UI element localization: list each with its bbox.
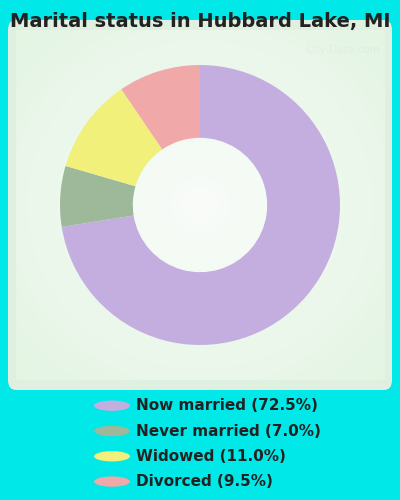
Circle shape (94, 426, 130, 436)
Wedge shape (121, 65, 200, 150)
Wedge shape (62, 65, 340, 345)
Circle shape (94, 400, 130, 411)
Text: City-Data.com: City-Data.com (305, 45, 380, 55)
Text: Never married (7.0%): Never married (7.0%) (136, 424, 321, 438)
Circle shape (94, 476, 130, 487)
Text: Widowed (11.0%): Widowed (11.0%) (136, 449, 286, 464)
Circle shape (94, 451, 130, 462)
Text: Divorced (9.5%): Divorced (9.5%) (136, 474, 273, 489)
Text: Now married (72.5%): Now married (72.5%) (136, 398, 318, 413)
Wedge shape (60, 166, 136, 227)
Wedge shape (66, 89, 162, 186)
FancyBboxPatch shape (8, 20, 392, 390)
Text: Marital status in Hubbard Lake, MI: Marital status in Hubbard Lake, MI (10, 12, 390, 32)
